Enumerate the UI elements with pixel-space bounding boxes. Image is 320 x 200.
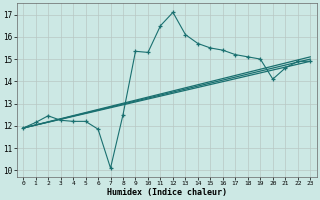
- X-axis label: Humidex (Indice chaleur): Humidex (Indice chaleur): [107, 188, 227, 197]
